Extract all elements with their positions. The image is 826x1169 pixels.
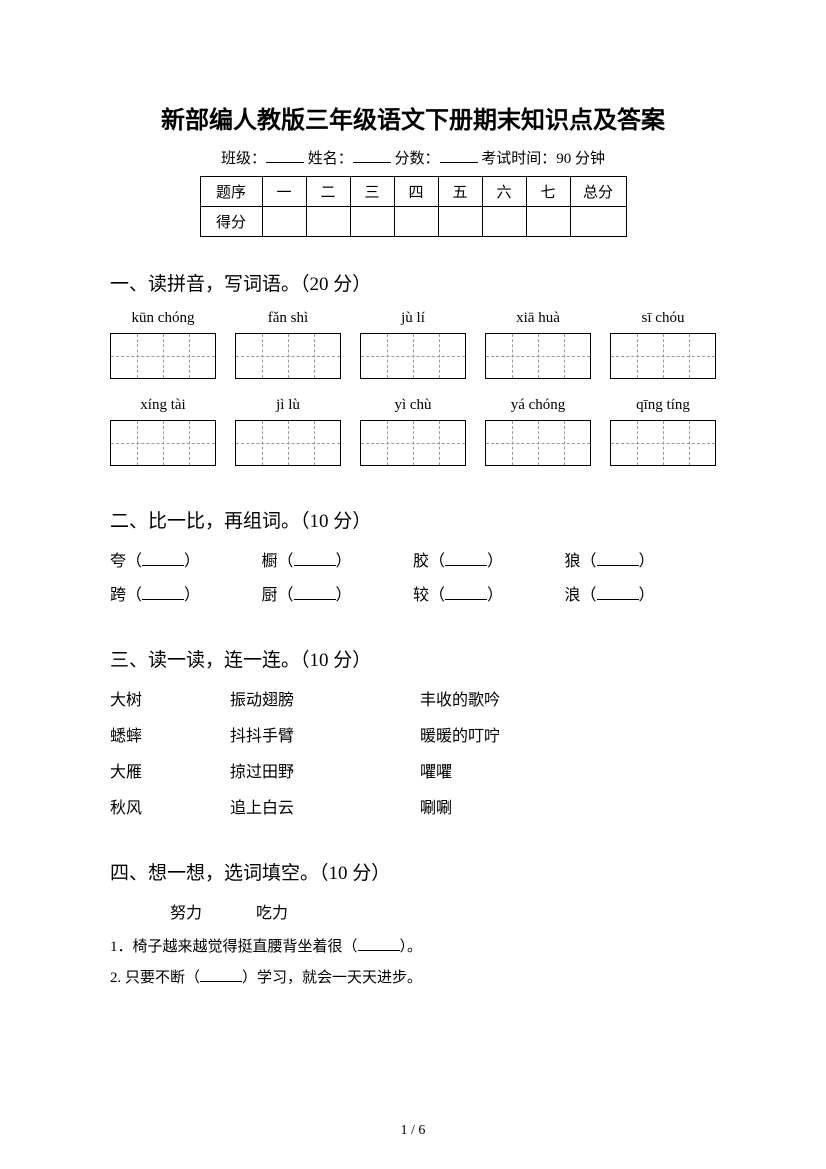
match-cell: 追上白云 <box>230 794 370 818</box>
score-cell[interactable] <box>350 207 394 237</box>
score-cell[interactable] <box>394 207 438 237</box>
score-cell[interactable] <box>438 207 482 237</box>
compare-item: 橱（） <box>262 547 414 571</box>
tian-box[interactable] <box>485 333 591 379</box>
compare-item: 跨（） <box>110 581 262 605</box>
score-cell[interactable] <box>306 207 350 237</box>
pinyin: yì chù <box>360 397 466 414</box>
tian-box[interactable] <box>485 420 591 466</box>
pinyin: xíng tài <box>110 397 216 414</box>
match-cell: 蟋蟀 <box>110 722 180 746</box>
class-label: 班级： <box>221 151 266 167</box>
section1-heading: 一、读拼音，写词语。（20 分） <box>110 269 716 296</box>
tian-box[interactable] <box>110 420 216 466</box>
fill-q2: 2. 只要不断（）学习，就会一天天进步。 <box>110 966 716 987</box>
section3-heading: 三、读一读，连一连。（10 分） <box>110 645 716 672</box>
match-cell: 唰唰 <box>420 794 560 818</box>
match-cell: 抖抖手臂 <box>230 722 370 746</box>
blank[interactable] <box>445 553 487 566</box>
score-cell[interactable] <box>262 207 306 237</box>
match-cell: 大雁 <box>110 758 180 782</box>
box-row-2 <box>110 420 716 466</box>
pinyin: jù lí <box>360 310 466 327</box>
match-cell: 振动翅膀 <box>230 686 370 710</box>
compare-item: 浪（） <box>565 581 717 605</box>
blank[interactable] <box>142 587 184 600</box>
tian-box[interactable] <box>360 333 466 379</box>
compare-item: 胶（） <box>413 547 565 571</box>
score-cell[interactable] <box>526 207 570 237</box>
page-number: 1 / 6 <box>0 1123 826 1139</box>
row2-label: 得分 <box>200 207 262 237</box>
pinyin: xiā huà <box>485 310 591 327</box>
pinyin: sī chóu <box>610 310 716 327</box>
blank[interactable] <box>142 553 184 566</box>
tian-box[interactable] <box>235 333 341 379</box>
col-3: 三 <box>350 177 394 207</box>
compare-item: 厨（） <box>262 581 414 605</box>
page-title: 新部编人教版三年级语文下册期末知识点及答案 <box>110 100 716 135</box>
compare-grid: 夸（） 橱（） 胶（） 狼（） 跨（） 厨（） 较（） 浪（） <box>110 547 716 605</box>
col-4: 四 <box>394 177 438 207</box>
pinyin: jì lù <box>235 397 341 414</box>
tian-box[interactable] <box>610 420 716 466</box>
box-row-1 <box>110 333 716 379</box>
pinyin: kūn chóng <box>110 310 216 327</box>
class-blank[interactable] <box>266 149 304 163</box>
fill-q1: 1．椅子越来越觉得挺直腰背坐着很（）。 <box>110 935 716 956</box>
compare-item: 狼（） <box>565 547 717 571</box>
compare-item: 夸（） <box>110 547 262 571</box>
match-cell: 秋风 <box>110 794 180 818</box>
match-cell: 丰收的歌吟 <box>420 686 560 710</box>
pinyin: fǎn shì <box>235 310 341 327</box>
section2-heading: 二、比一比，再组词。（10 分） <box>110 506 716 533</box>
match-cell: 㘗㘗 <box>420 758 560 782</box>
pinyin: qīng tíng <box>610 397 716 414</box>
score-cell[interactable] <box>482 207 526 237</box>
name-blank[interactable] <box>353 149 391 163</box>
col-6: 六 <box>482 177 526 207</box>
col-5: 五 <box>438 177 482 207</box>
pinyin: yá chóng <box>485 397 591 414</box>
word-option: 努力 <box>170 905 202 922</box>
score-table: 题序 一 二 三 四 五 六 七 总分 得分 <box>200 176 627 237</box>
blank[interactable] <box>358 938 400 951</box>
score-blank[interactable] <box>440 149 478 163</box>
exam-time: 考试时间：90 分钟 <box>481 151 605 167</box>
match-cell: 暖暖的叮咛 <box>420 722 560 746</box>
pinyin-row-1: kūn chóng fǎn shì jù lí xiā huà sī chóu <box>110 310 716 327</box>
info-line: 班级： 姓名： 分数： 考试时间：90 分钟 <box>110 147 716 168</box>
col-total: 总分 <box>570 177 626 207</box>
tian-box[interactable] <box>360 420 466 466</box>
tian-box[interactable] <box>110 333 216 379</box>
match-grid: 大树 振动翅膀 丰收的歌吟 蟋蟀 抖抖手臂 暖暖的叮咛 大雁 掠过田野 㘗㘗 秋… <box>110 686 716 818</box>
col-7: 七 <box>526 177 570 207</box>
row1-label: 题序 <box>200 177 262 207</box>
blank[interactable] <box>294 553 336 566</box>
match-cell: 掠过田野 <box>230 758 370 782</box>
compare-item: 较（） <box>413 581 565 605</box>
blank[interactable] <box>597 553 639 566</box>
pinyin-row-2: xíng tài jì lù yì chù yá chóng qīng tíng <box>110 397 716 414</box>
col-2: 二 <box>306 177 350 207</box>
tian-box[interactable] <box>610 333 716 379</box>
score-cell[interactable] <box>570 207 626 237</box>
score-label: 分数： <box>395 151 440 167</box>
word-option: 吃力 <box>256 905 288 922</box>
blank[interactable] <box>200 969 242 982</box>
tian-box[interactable] <box>235 420 341 466</box>
match-cell: 大树 <box>110 686 180 710</box>
blank[interactable] <box>445 587 487 600</box>
blank[interactable] <box>597 587 639 600</box>
blank[interactable] <box>294 587 336 600</box>
word-options: 努力 吃力 <box>110 899 716 923</box>
name-label: 姓名： <box>308 151 353 167</box>
col-1: 一 <box>262 177 306 207</box>
section4-heading: 四、想一想，选词填空。（10 分） <box>110 858 716 885</box>
